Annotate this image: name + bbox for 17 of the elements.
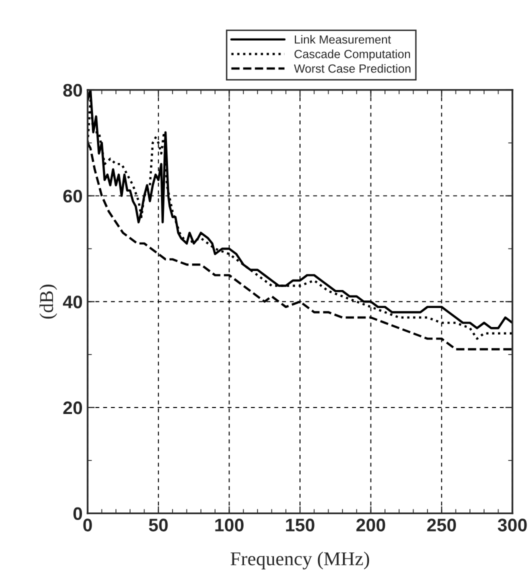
y-tick-label: 60 (63, 190, 82, 203)
y-axis-title: (dB) (39, 284, 58, 319)
y-tick-label: 40 (62, 296, 82, 308)
legend-label: Link Measurement (294, 35, 391, 44)
x-tick-label: 0 (83, 518, 92, 532)
legend-label: Worst Case Prediction (294, 64, 410, 73)
x-tick-label: 200 (356, 518, 386, 532)
x-tick-label: 250 (427, 518, 456, 532)
x-tick-label: 150 (286, 518, 314, 532)
x-axis-title: Frequency (MHz) (230, 552, 370, 570)
y-tick-label: 20 (63, 401, 82, 414)
x-tick-label: 50 (148, 518, 168, 532)
x-tick-label: 100 (215, 518, 244, 532)
legend-label: Cascade Computation (294, 50, 410, 61)
y-tick-label: 0 (73, 507, 82, 520)
y-tick-label: 80 (63, 84, 82, 97)
x-tick-label: 300 (498, 518, 527, 532)
